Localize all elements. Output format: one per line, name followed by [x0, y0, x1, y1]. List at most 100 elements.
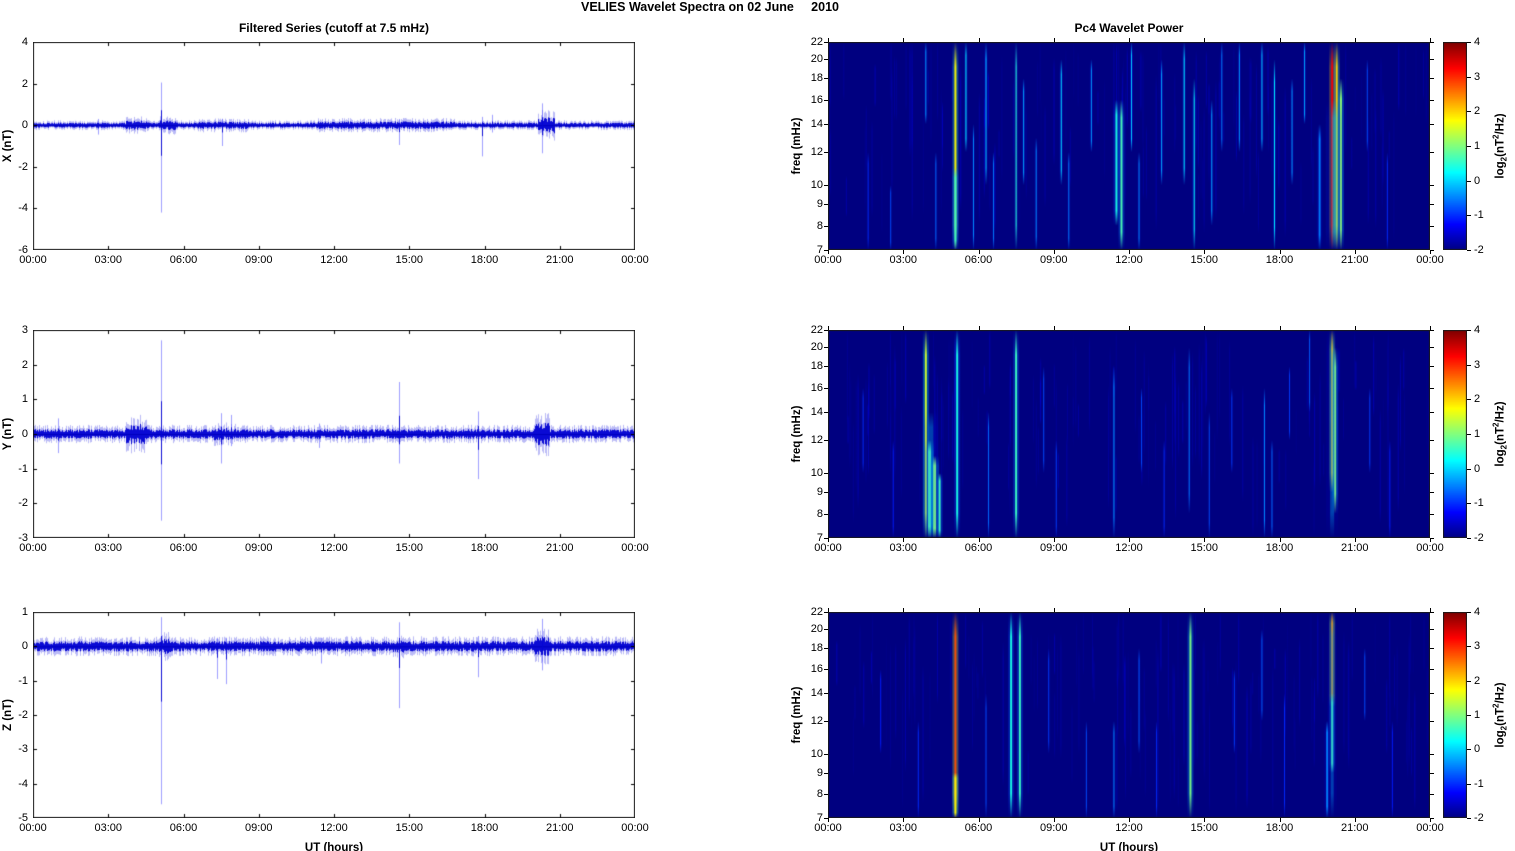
tick-label: -6: [18, 244, 28, 256]
x-axis-label: UT (hours): [304, 842, 364, 851]
tick-mark: [1467, 646, 1471, 647]
tick-label: 14: [810, 406, 823, 419]
y-axis-label: freq (mHz): [791, 686, 803, 744]
tick-label: 21:00: [545, 822, 574, 834]
tick-label: 00:00: [1416, 542, 1444, 554]
tick-label: 00:00: [814, 822, 842, 834]
tick-mark: [1467, 146, 1471, 147]
y-axis-label: X (nT): [2, 129, 14, 163]
colorbar-label-part: log: [1494, 730, 1507, 748]
tick-mark: [1467, 503, 1471, 504]
tick-mark: [824, 152, 828, 153]
tick-label: 03:00: [94, 822, 123, 834]
tick-label: 8: [816, 787, 823, 800]
tick-label: 15:00: [1190, 822, 1219, 834]
tick-label: -3: [18, 743, 28, 756]
tick-label: 15:00: [395, 822, 424, 834]
tick-label: 4: [21, 36, 28, 48]
tick-mark: [1355, 608, 1356, 612]
tick-label: 16: [810, 381, 823, 394]
colorbar: log2(nT2/Hz) 4 3 2 1 0 -1 -2: [1443, 606, 1509, 824]
tick-label: 20: [810, 341, 823, 354]
tick-mark: [828, 538, 829, 542]
tick-mark: [1430, 693, 1434, 694]
tick-label: 0: [21, 640, 28, 653]
tick-mark: [1467, 42, 1471, 43]
tick-mark: [903, 326, 904, 330]
tick-label: 09:00: [244, 254, 273, 266]
tick-mark: [979, 250, 980, 254]
tick-label: 0: [1474, 174, 1481, 187]
tick-mark: [1430, 78, 1434, 79]
tick-mark: [824, 100, 828, 101]
tick-label: -3: [18, 532, 28, 544]
tick-label: 18:00: [470, 254, 499, 266]
tick-label: 8: [816, 507, 823, 520]
tick-mark: [828, 608, 829, 612]
tick-mark: [824, 250, 828, 251]
tick-label: 21:00: [1340, 254, 1369, 266]
colorbar-label-part: /Hz): [1494, 682, 1507, 704]
tick-mark: [828, 38, 829, 42]
tick-mark: [1430, 440, 1434, 441]
colorbar-label-part: 2: [1499, 444, 1509, 450]
panel-wavelet-x: Pc4 Wavelet Power freq (mHz) 00:00 03:00 0…: [791, 21, 1444, 266]
tick-mark: [1129, 538, 1130, 542]
tick-label: 22: [810, 606, 823, 618]
tick-mark: [824, 366, 828, 367]
tick-mark: [1355, 818, 1356, 822]
tick-mark: [1054, 326, 1055, 330]
tick-label: 7: [816, 812, 823, 824]
tick-label: 1: [1474, 709, 1481, 721]
tick-label: -2: [1474, 812, 1484, 824]
tick-mark: [824, 330, 828, 331]
tick-label: -2: [18, 709, 28, 721]
colorbar-label-part: /Hz): [1494, 401, 1507, 423]
tick-label: 1: [21, 606, 28, 618]
tick-mark: [1430, 152, 1434, 153]
tick-label: 06:00: [964, 822, 993, 834]
tick-label: 09:00: [1039, 542, 1068, 554]
panel-wavelet-y: freq (mHz) 00:00 03:00 06:00 09:00 12:00 15:0…: [791, 324, 1444, 554]
tick-mark: [979, 818, 980, 822]
tick-mark: [1129, 818, 1130, 822]
tick-mark: [824, 388, 828, 389]
tick-label: 2: [1474, 393, 1481, 406]
timeseries-plot-y: [33, 330, 635, 538]
tick-label: 09:00: [244, 542, 273, 554]
tick-mark: [1430, 226, 1434, 227]
tick-mark: [824, 648, 828, 649]
tick-label: 4: [1474, 36, 1481, 48]
tick-mark: [1467, 77, 1471, 78]
tick-label: 00:00: [19, 822, 47, 834]
tick-mark: [1430, 326, 1431, 330]
tick-label: 15:00: [1190, 254, 1219, 266]
tick-label: 18:00: [1265, 822, 1294, 834]
timeseries-plot-z: [33, 612, 635, 818]
tick-mark: [903, 38, 904, 42]
tick-mark: [1204, 608, 1205, 612]
colorbar-label: log2(nT2/Hz): [1491, 113, 1508, 178]
tick-label: -4: [18, 202, 28, 215]
tick-label: 1: [1474, 428, 1481, 440]
spectrogram-y: [828, 330, 1430, 538]
tick-label: 06:00: [169, 254, 198, 266]
tick-label: 0: [1474, 462, 1481, 475]
tick-mark: [1430, 124, 1434, 125]
tick-mark: [824, 794, 828, 795]
tick-mark: [1430, 250, 1431, 254]
tick-mark: [824, 818, 828, 819]
tick-mark: [979, 608, 980, 612]
tick-label: 15:00: [395, 254, 424, 266]
tick-mark: [979, 38, 980, 42]
tick-label: 21:00: [545, 542, 574, 554]
tick-mark: [1430, 612, 1434, 613]
tick-mark: [1280, 538, 1281, 542]
tick-label: -2: [18, 497, 28, 510]
tick-label: 21:00: [545, 254, 574, 266]
tick-label: 09:00: [244, 822, 273, 834]
tick-mark: [824, 538, 828, 539]
colorbar-label-part: (nT: [1494, 138, 1507, 157]
tick-label: 03:00: [889, 542, 918, 554]
